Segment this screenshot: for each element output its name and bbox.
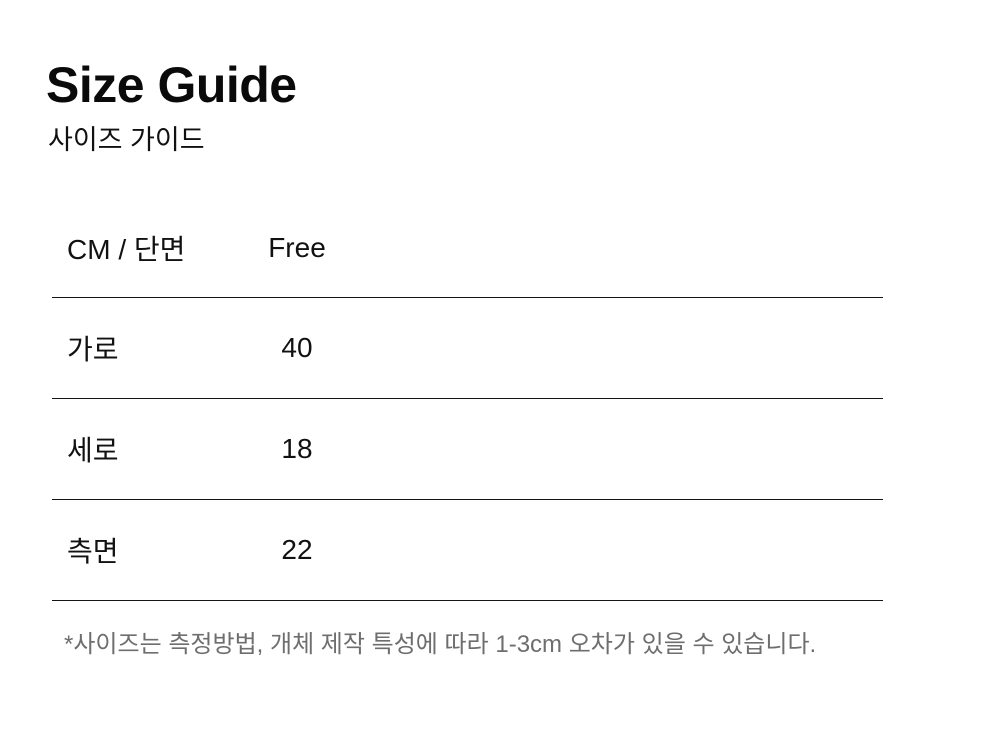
header-cell-size-free: Free <box>268 231 326 263</box>
size-tolerance-footnote: *사이즈는 측정방법, 개체 제작 특성에 따라 1-3cm 오차가 있을 수 … <box>64 631 817 658</box>
row-label: 가로 <box>67 334 119 365</box>
table-row-side: 측면 22 <box>52 500 883 601</box>
page-title: Size Guide <box>46 57 297 113</box>
row-value: 40 <box>281 332 313 363</box>
row-label: 세로 <box>67 435 119 466</box>
row-label: 측면 <box>67 536 119 567</box>
row-value: 18 <box>281 433 313 464</box>
header-cell-dimension: CM / 단면 <box>67 233 186 265</box>
page-subtitle: 사이즈 가이드 <box>48 125 205 155</box>
table-row-width: 가로 40 <box>52 298 883 399</box>
table-row-height: 세로 18 <box>52 399 883 500</box>
size-table: CM / 단면 Free 가로 40 세로 18 측면 22 <box>52 198 883 601</box>
row-value: 22 <box>281 534 313 565</box>
size-table-header-row: CM / 단면 Free <box>52 198 883 298</box>
